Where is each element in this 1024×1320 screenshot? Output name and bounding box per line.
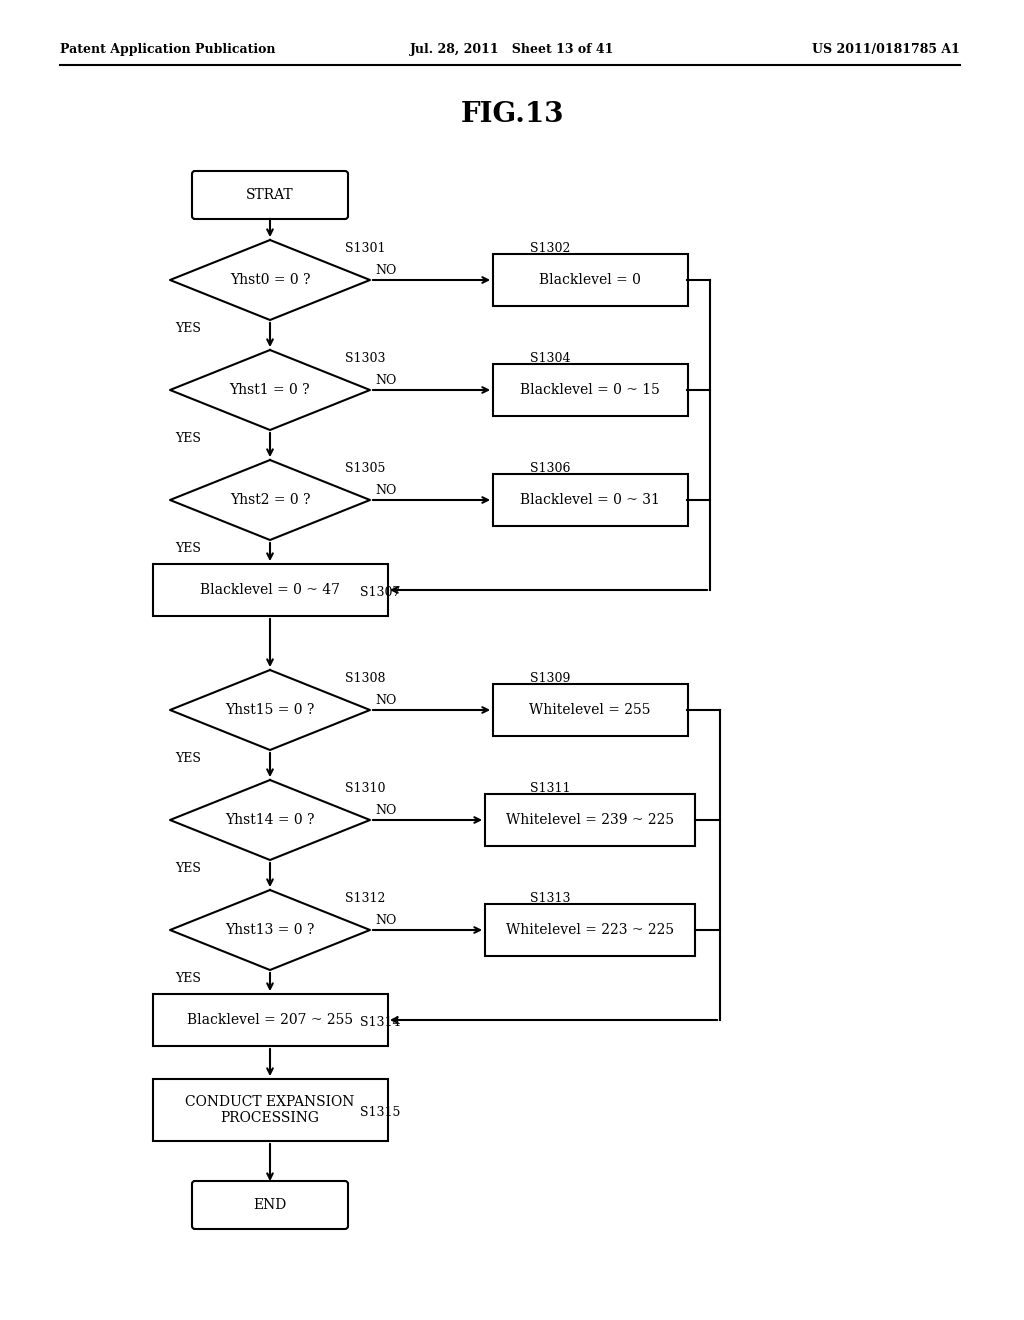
FancyBboxPatch shape [485,904,695,956]
Text: Whitelevel = 223 ~ 225: Whitelevel = 223 ~ 225 [506,923,674,937]
Text: Yhst0 = 0 ?: Yhst0 = 0 ? [229,273,310,286]
FancyBboxPatch shape [493,364,687,416]
Text: Blacklevel = 207 ~ 255: Blacklevel = 207 ~ 255 [187,1012,353,1027]
FancyBboxPatch shape [153,564,387,616]
Text: FIG.13: FIG.13 [460,102,564,128]
Text: S1313: S1313 [530,891,570,904]
Text: S1314: S1314 [360,1015,400,1028]
Text: Yhst1 = 0 ?: Yhst1 = 0 ? [229,383,310,397]
Text: S1310: S1310 [345,781,385,795]
Text: Jul. 28, 2011   Sheet 13 of 41: Jul. 28, 2011 Sheet 13 of 41 [410,44,614,57]
Text: S1315: S1315 [360,1106,400,1118]
FancyBboxPatch shape [153,994,387,1045]
Text: S1306: S1306 [530,462,570,474]
FancyBboxPatch shape [493,253,687,306]
Text: S1311: S1311 [530,781,570,795]
FancyBboxPatch shape [493,474,687,525]
Text: NO: NO [375,913,396,927]
Text: NO: NO [375,374,396,387]
Text: Blacklevel = 0: Blacklevel = 0 [539,273,641,286]
Text: US 2011/0181785 A1: US 2011/0181785 A1 [812,44,961,57]
Text: YES: YES [175,862,201,874]
Text: S1304: S1304 [530,351,570,364]
Text: S1312: S1312 [345,891,385,904]
Text: YES: YES [175,541,201,554]
Text: CONDUCT EXPANSION
PROCESSING: CONDUCT EXPANSION PROCESSING [185,1094,354,1125]
Text: S1309: S1309 [530,672,570,685]
Text: S1305: S1305 [345,462,385,474]
Text: Yhst13 = 0 ?: Yhst13 = 0 ? [225,923,314,937]
Text: S1302: S1302 [530,242,570,255]
Text: S1307: S1307 [360,586,400,598]
FancyBboxPatch shape [485,795,695,846]
FancyBboxPatch shape [193,172,348,219]
Text: END: END [253,1199,287,1212]
Text: Patent Application Publication: Patent Application Publication [60,44,275,57]
Text: Yhst14 = 0 ?: Yhst14 = 0 ? [225,813,314,828]
Text: STRAT: STRAT [246,187,294,202]
Text: Blacklevel = 0 ~ 47: Blacklevel = 0 ~ 47 [200,583,340,597]
Text: YES: YES [175,751,201,764]
Text: NO: NO [375,264,396,276]
Text: S1303: S1303 [345,351,385,364]
Text: YES: YES [175,322,201,334]
FancyBboxPatch shape [493,684,687,737]
Text: YES: YES [175,972,201,985]
FancyBboxPatch shape [193,1181,348,1229]
Text: Whitelevel = 239 ~ 225: Whitelevel = 239 ~ 225 [506,813,674,828]
Text: Blacklevel = 0 ~ 15: Blacklevel = 0 ~ 15 [520,383,659,397]
Text: NO: NO [375,804,396,817]
Text: S1308: S1308 [345,672,385,685]
Text: S1301: S1301 [345,242,385,255]
Text: YES: YES [175,432,201,445]
Text: Yhst2 = 0 ?: Yhst2 = 0 ? [229,492,310,507]
Text: NO: NO [375,693,396,706]
Text: NO: NO [375,483,396,496]
Text: Whitelevel = 255: Whitelevel = 255 [529,704,650,717]
FancyBboxPatch shape [153,1078,387,1140]
Text: Blacklevel = 0 ~ 31: Blacklevel = 0 ~ 31 [520,492,659,507]
Text: Yhst15 = 0 ?: Yhst15 = 0 ? [225,704,314,717]
